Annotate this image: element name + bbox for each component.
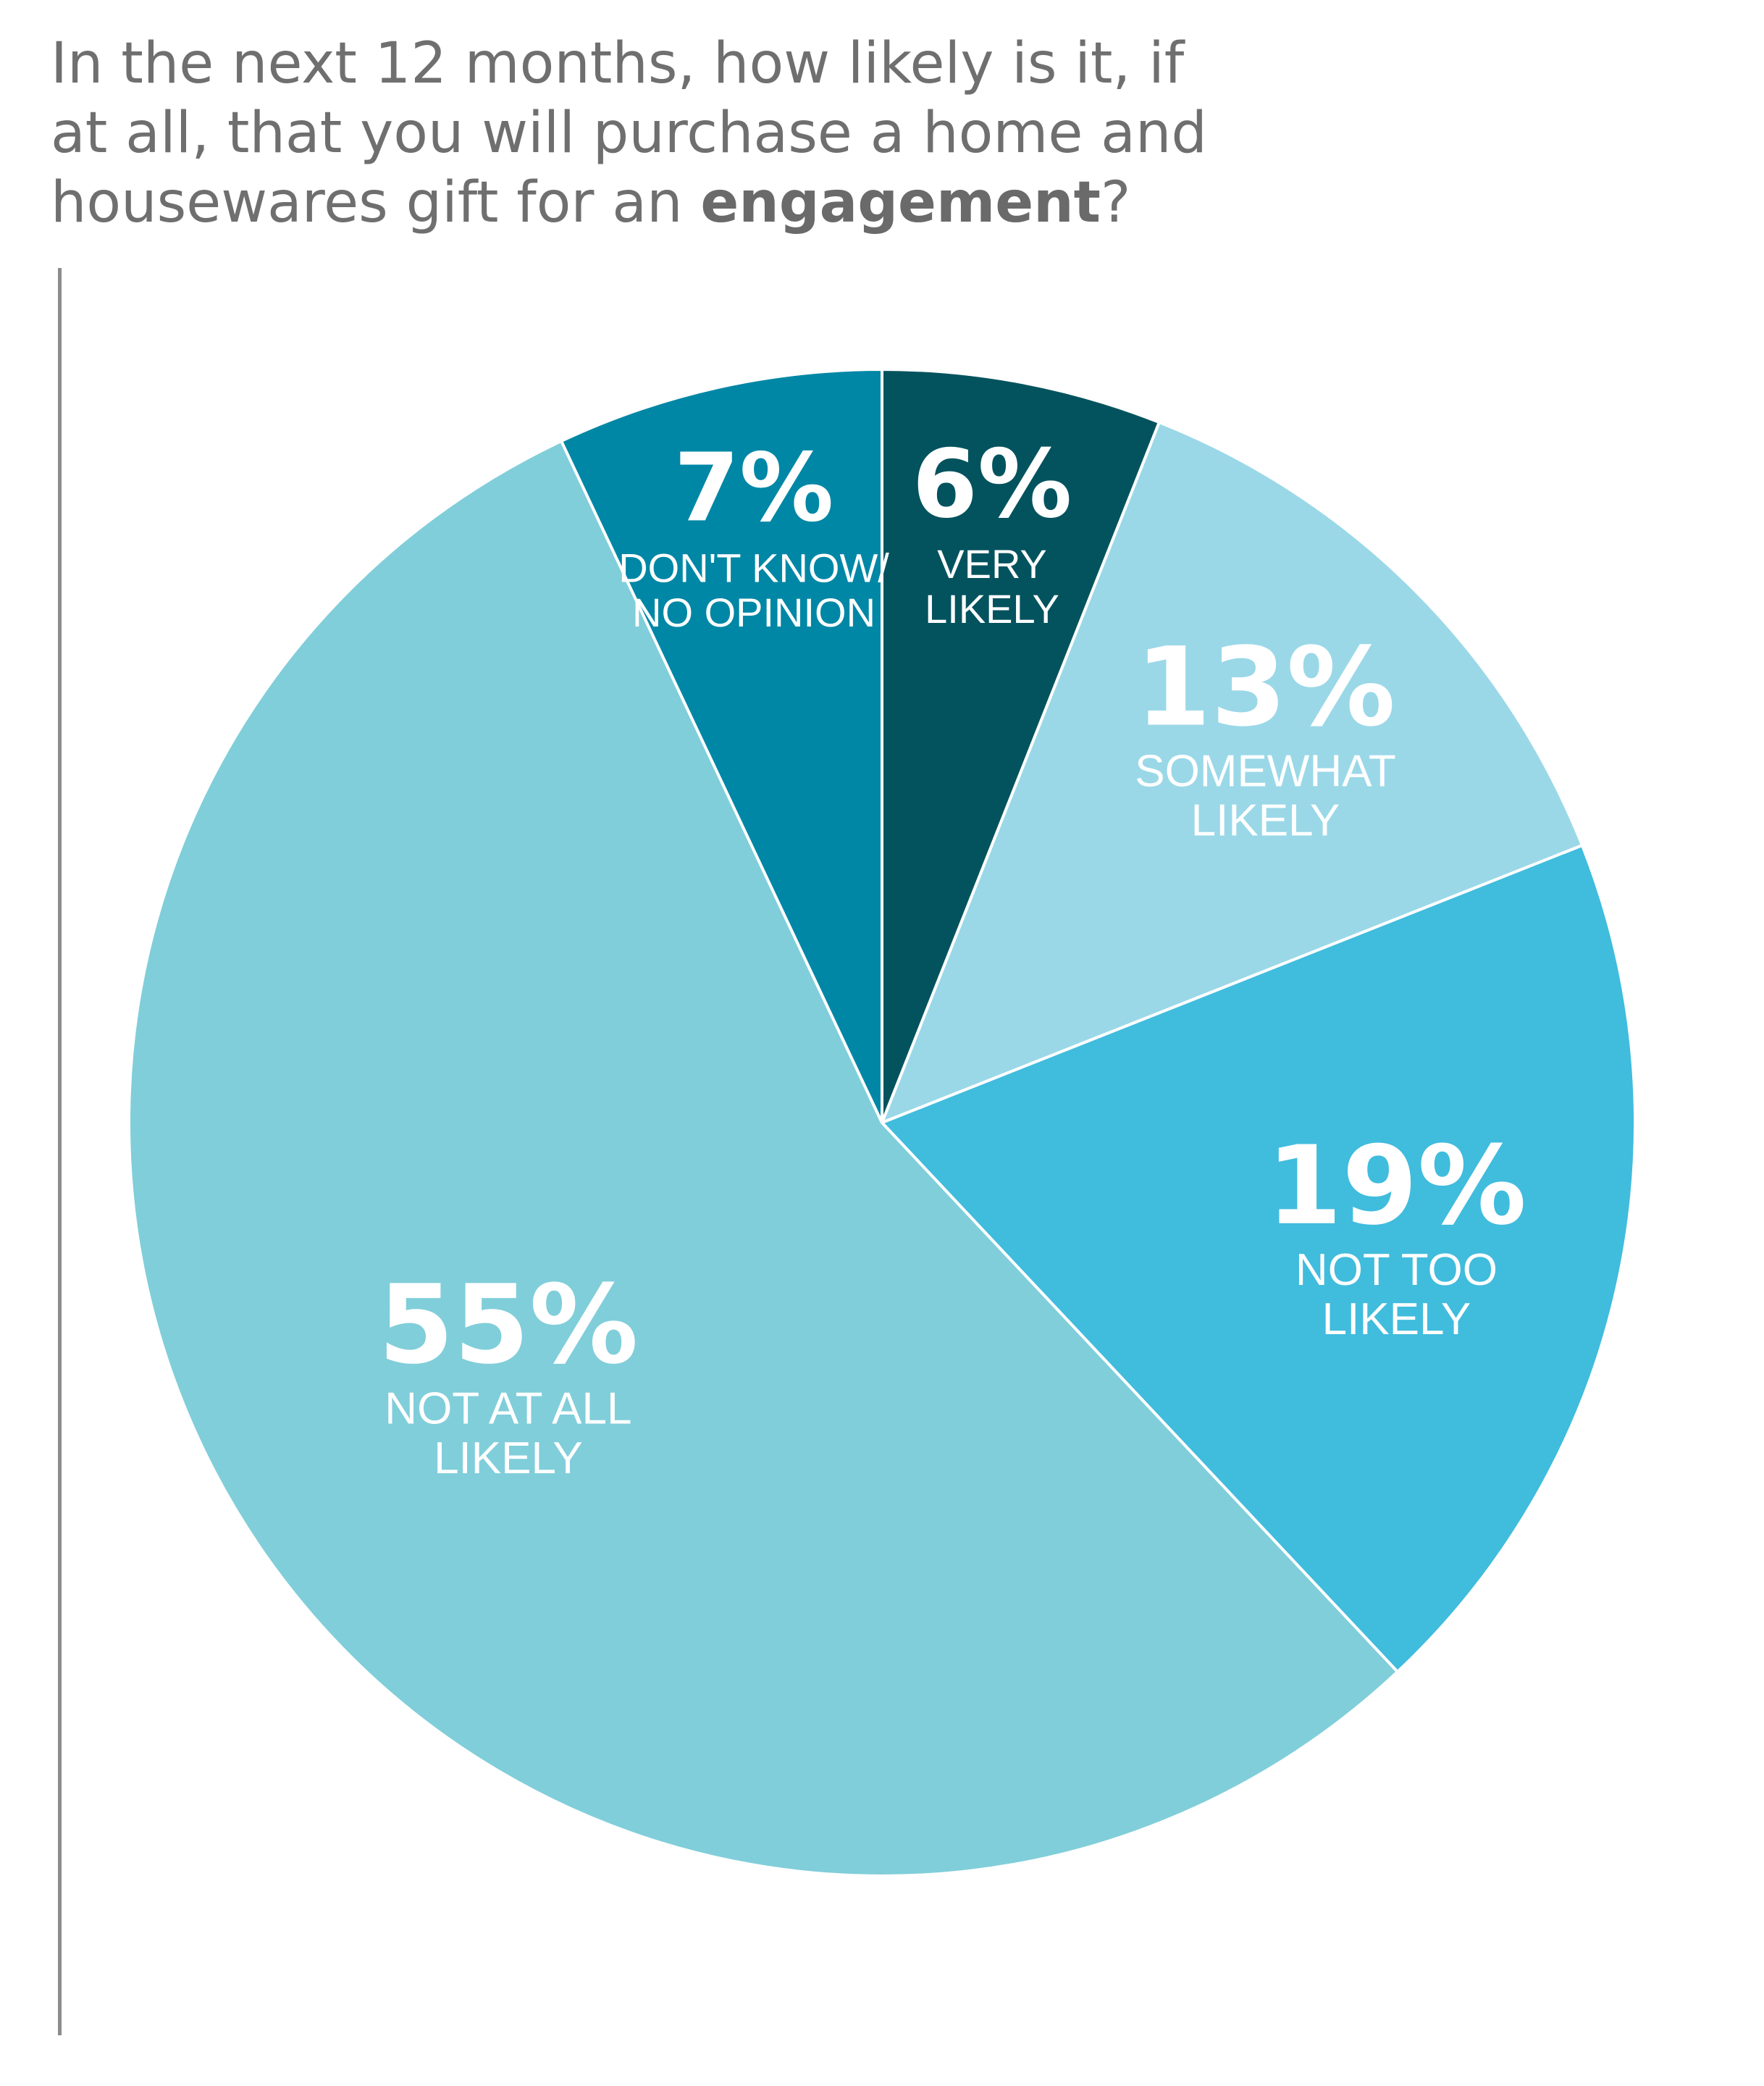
pie-slice-4 [559,367,883,1123]
slice-percent-label-2: 19% [1267,1123,1526,1249]
slice-category-label-3-1: LIKELY [434,1433,583,1483]
title-line-2: at all, that you will purchase a home an… [51,101,1207,166]
slice-category-label-1-1: LIKELY [1191,796,1340,846]
slice-category-label-0-1: LIKELY [925,586,1059,632]
title-line-3-end: ? [1100,170,1131,235]
slice-category-label-0-0: VERY [937,541,1046,587]
slice-percent-label-1: 13% [1135,625,1395,751]
pie-slice-2 [879,843,1637,1674]
pie-slice-3 [127,439,1400,1877]
slice-category-label-4-1: NO OPINION [632,590,875,635]
pie-slice-0 [881,367,1162,1123]
slice-category-label-3-0: NOT AT ALL [385,1384,631,1434]
title-emphasis: engagement [700,170,1101,235]
title-line-3-start: housewares gift for an [51,170,701,235]
slice-category-label-2-1: LIKELY [1322,1294,1471,1344]
slice-category-label-2-0: NOT TOO [1295,1245,1498,1295]
pie-slice-1 [879,420,1584,1126]
vertical-divider [58,268,62,2035]
slice-percent-label-4: 7% [674,432,834,543]
chart-title: In the next 12 months, how likely is it,… [51,29,1499,238]
slice-percent-label-0: 6% [912,429,1072,539]
title-line-1: In the next 12 months, how likely is it,… [51,31,1185,96]
slice-category-label-4-0: DON'T KNOW/ [618,545,889,590]
slice-category-label-1-0: SOMEWHAT [1135,747,1396,797]
slice-percent-label-3: 55% [378,1262,638,1388]
